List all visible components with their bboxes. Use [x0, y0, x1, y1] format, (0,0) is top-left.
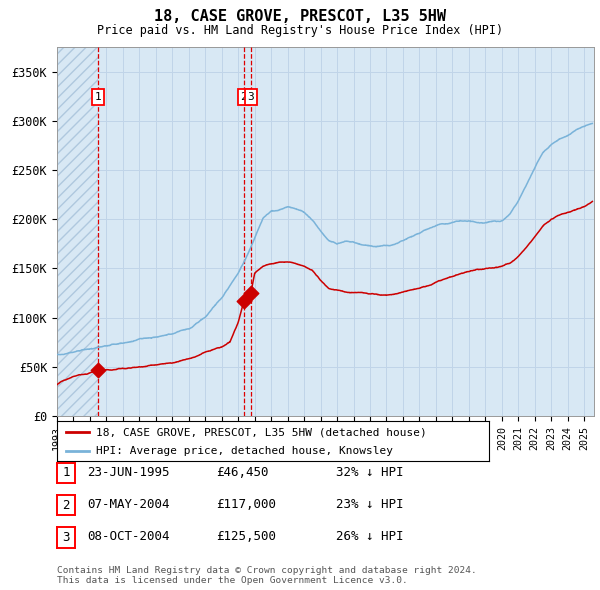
- Text: 18, CASE GROVE, PRESCOT, L35 5HW (detached house): 18, CASE GROVE, PRESCOT, L35 5HW (detach…: [96, 428, 427, 438]
- Text: 18, CASE GROVE, PRESCOT, L35 5HW: 18, CASE GROVE, PRESCOT, L35 5HW: [154, 9, 446, 24]
- Point: [246, 288, 256, 297]
- Text: 26% ↓ HPI: 26% ↓ HPI: [336, 530, 404, 543]
- Text: 1: 1: [62, 466, 70, 479]
- Text: 1: 1: [94, 92, 101, 102]
- Text: £125,500: £125,500: [216, 530, 276, 543]
- Text: £117,000: £117,000: [216, 498, 276, 511]
- Text: 3: 3: [62, 531, 70, 544]
- Text: 08-OCT-2004: 08-OCT-2004: [87, 530, 170, 543]
- Text: 2: 2: [241, 92, 247, 102]
- Text: 23% ↓ HPI: 23% ↓ HPI: [336, 498, 404, 511]
- Text: Contains HM Land Registry data © Crown copyright and database right 2024.
This d: Contains HM Land Registry data © Crown c…: [57, 566, 477, 585]
- Text: 23-JUN-1995: 23-JUN-1995: [87, 466, 170, 478]
- Text: 32% ↓ HPI: 32% ↓ HPI: [336, 466, 404, 478]
- Text: Price paid vs. HM Land Registry's House Price Index (HPI): Price paid vs. HM Land Registry's House …: [97, 24, 503, 37]
- Text: £46,450: £46,450: [216, 466, 269, 478]
- Bar: [57, 47, 98, 416]
- Text: 07-MAY-2004: 07-MAY-2004: [87, 498, 170, 511]
- Text: HPI: Average price, detached house, Knowsley: HPI: Average price, detached house, Know…: [96, 447, 393, 456]
- Text: 2: 2: [62, 499, 70, 512]
- Text: 3: 3: [248, 92, 254, 102]
- Point: [239, 296, 249, 306]
- Point: [93, 366, 103, 375]
